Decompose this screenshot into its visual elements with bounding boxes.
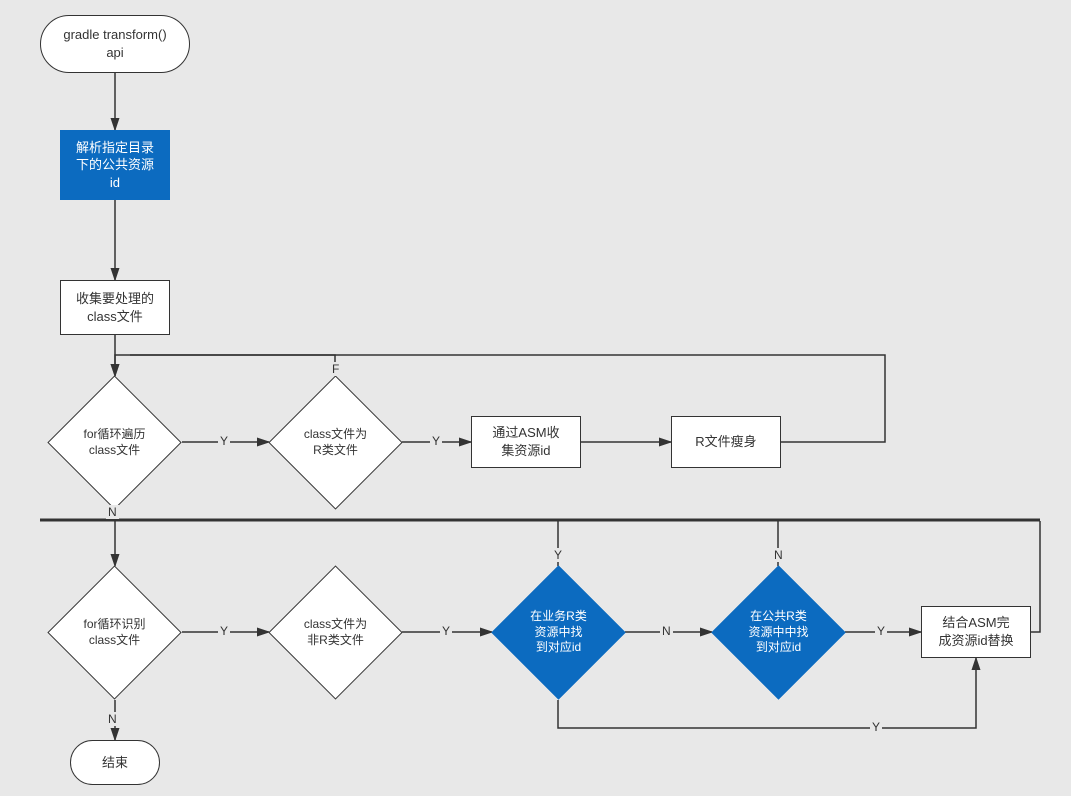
node-start-label: gradle transform()api [63, 26, 166, 61]
edge-7 [130, 355, 335, 376]
edge-label-11: Y [218, 624, 230, 638]
node-for2: for循环识别class文件 [67, 585, 162, 680]
edge-label-14: Y [875, 624, 887, 638]
node-for2-label: for循环识别class文件 [67, 585, 162, 680]
node-isR-label: class文件为R类文件 [288, 395, 383, 490]
node-rSlim: R文件瘦身 [671, 416, 781, 468]
edge-label-16: N [772, 548, 785, 562]
node-rSlim-label: R文件瘦身 [695, 433, 756, 451]
edge-label-17: Y [870, 720, 882, 734]
node-end: 结束 [70, 740, 160, 785]
node-isNotR-label: class文件为非R类文件 [288, 585, 383, 680]
node-parse: 解析指定目录下的公共资源id [60, 130, 170, 200]
node-end-label: 结束 [102, 754, 128, 772]
node-for1: for循环遍历class文件 [67, 395, 162, 490]
node-parse-label: 解析指定目录下的公共资源id [76, 139, 154, 192]
edge-label-19: N [106, 712, 119, 726]
node-collect-label: 收集要处理的class文件 [76, 290, 154, 325]
node-findBiz: 在业务R类资源中找到对应id [511, 585, 606, 680]
edge-label-15: Y [552, 548, 564, 562]
node-asmCollect-label: 通过ASM收集资源id [492, 424, 559, 459]
node-start: gradle transform()api [40, 15, 190, 73]
node-for1-label: for循环遍历class文件 [67, 395, 162, 490]
node-findBiz-label: 在业务R类资源中找到对应id [511, 585, 606, 680]
edge-label-13: N [660, 624, 673, 638]
node-findPub: 在公共R类资源中中找到对应id [731, 585, 826, 680]
node-findPub-label: 在公共R类资源中中找到对应id [731, 585, 826, 680]
edge-label-4: Y [430, 434, 442, 448]
edge-label-3: Y [218, 434, 230, 448]
node-isR: class文件为R类文件 [288, 395, 383, 490]
edge-18 [1031, 521, 1040, 632]
edge-label-12: Y [440, 624, 452, 638]
edge-label-7: F [330, 362, 341, 376]
node-replace: 结合ASM完成资源id替换 [921, 606, 1031, 658]
node-replace-label: 结合ASM完成资源id替换 [938, 614, 1013, 649]
node-isNotR: class文件为非R类文件 [288, 585, 383, 680]
edge-label-8: N [106, 505, 119, 519]
node-asmCollect: 通过ASM收集资源id [471, 416, 581, 468]
node-collect: 收集要处理的class文件 [60, 280, 170, 335]
